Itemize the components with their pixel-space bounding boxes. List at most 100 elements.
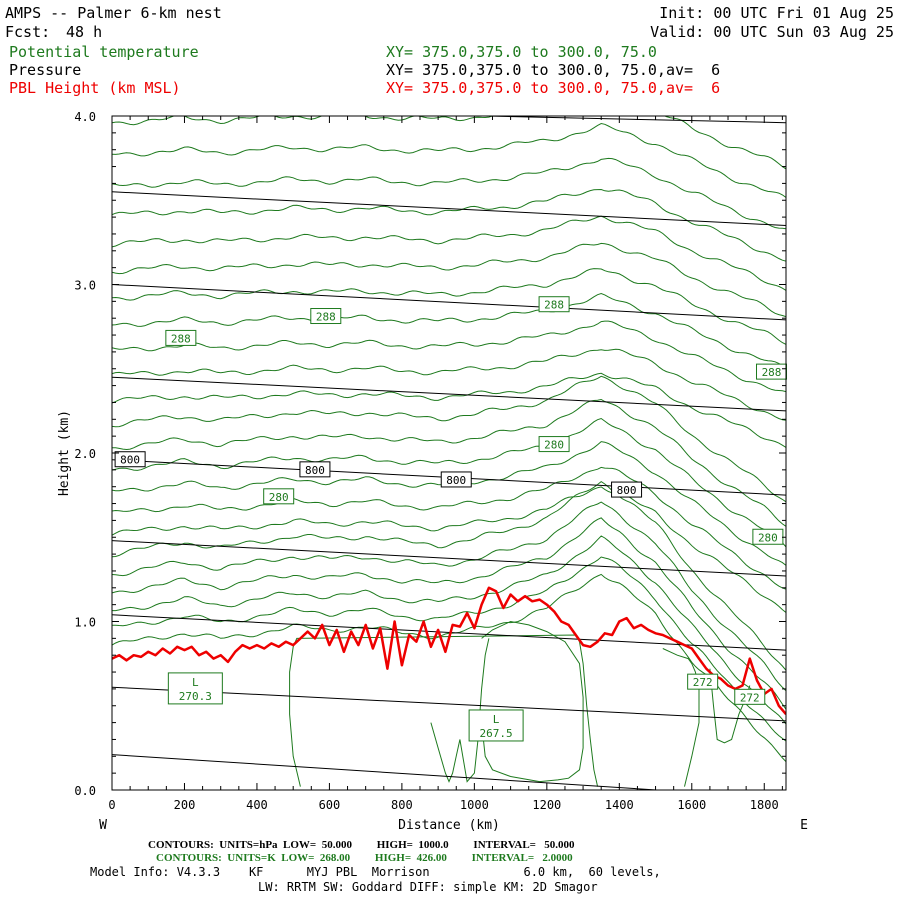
init-time: Init: 00 UTC Fri 01 Aug 25 bbox=[659, 4, 894, 22]
low-center-letter: L bbox=[493, 713, 500, 726]
theta-contour-line bbox=[112, 215, 786, 291]
theta-contour-line bbox=[112, 486, 786, 613]
theta-cold-pool-contour bbox=[289, 634, 599, 787]
theta-label: 272 bbox=[693, 676, 713, 689]
y-tick-label: 4.0 bbox=[74, 110, 96, 124]
theta-label: 272 bbox=[740, 691, 760, 704]
x-axis-label: Distance (km) bbox=[398, 818, 500, 833]
contour-labels: 800 800 800 800 288 288 288 288 280 280 280 272 272 L… bbox=[114, 296, 788, 742]
theta-label: 288 bbox=[171, 332, 191, 345]
pressure-label-box bbox=[611, 481, 643, 498]
footer-theta-contours: CONTOURS: UNITS=K LOW= 268.00 HIGH= 426.… bbox=[156, 852, 573, 864]
theta-contour-line bbox=[112, 242, 786, 318]
pressure-contour-line bbox=[112, 376, 786, 412]
theta-label-box bbox=[310, 308, 342, 325]
y-tick-label: 0.0 bbox=[74, 784, 96, 798]
theta-contour-line bbox=[112, 466, 786, 590]
theta-label-box bbox=[263, 488, 295, 505]
legend-pressure-xy: XY= 375.0,375.0 to 300.0, 75.0,av= 6 bbox=[386, 61, 721, 79]
theta-label: 288 bbox=[762, 366, 782, 379]
y-tick-label: 2.0 bbox=[74, 447, 96, 461]
legend-pressure-name: Pressure bbox=[9, 61, 82, 79]
pbl-height-series bbox=[112, 586, 786, 716]
theta-label-box bbox=[165, 329, 197, 346]
low-center-value: 270.3 bbox=[179, 690, 212, 703]
theta-contour-line bbox=[112, 122, 786, 198]
theta-label: 280 bbox=[544, 439, 564, 452]
low-center-letter: L bbox=[192, 676, 199, 689]
legend-pbl-xy: XY= 375.0,375.0 to 300.0, 75.0,av= 6 bbox=[386, 79, 721, 97]
pressure-label-box bbox=[299, 461, 331, 478]
y-axis-label: Height (km) bbox=[57, 410, 72, 496]
x-tick-label: 1600 bbox=[677, 798, 706, 812]
x-tick-label: 200 bbox=[174, 798, 196, 812]
footer-pressure-contours: CONTOURS: UNITS=hPa LOW= 50.000 HIGH= 10… bbox=[148, 839, 575, 851]
low-center-box bbox=[167, 672, 223, 705]
theta-contour-line bbox=[112, 480, 786, 671]
low-center-value: 267.5 bbox=[480, 727, 513, 740]
pressure-contours bbox=[112, 116, 786, 790]
x-left-direction: W bbox=[99, 818, 107, 833]
theta-contour-line bbox=[112, 517, 786, 710]
pressure-contour-line bbox=[112, 540, 786, 577]
pbl-height-line bbox=[112, 586, 786, 716]
theta-label: 288 bbox=[544, 299, 564, 312]
theta-contour-line bbox=[112, 372, 786, 448]
theta-cold-pool-contour bbox=[430, 638, 490, 783]
theta-contour-line bbox=[112, 375, 786, 503]
theta-label-box bbox=[538, 436, 570, 453]
theta-cold-pool-contour bbox=[481, 620, 584, 783]
theta-contour-line bbox=[112, 188, 786, 262]
x-tick-label: 0 bbox=[108, 798, 115, 812]
valid-time: Valid: 00 UTC Sun 03 Aug 25 bbox=[650, 23, 894, 41]
footer-model-info: Model Info: V4.3.3 KF MYJ PBL Morrison 6… bbox=[90, 865, 661, 879]
pressure-label: 800 bbox=[617, 484, 637, 497]
pressure-label: 800 bbox=[446, 474, 466, 487]
theta-label: 280 bbox=[758, 531, 778, 544]
x-tick-label: 1400 bbox=[605, 798, 634, 812]
header-title: AMPS -- Palmer 6-km nest bbox=[5, 4, 222, 22]
legend-theta-name: Potential temperature bbox=[9, 43, 199, 61]
low-center-box bbox=[468, 709, 524, 742]
pressure-contour-line bbox=[112, 284, 786, 321]
pressure-label: 800 bbox=[120, 454, 140, 467]
theta-contour-line bbox=[112, 535, 786, 725]
theta-label-box bbox=[734, 688, 766, 705]
theta-cold-pool-contour bbox=[662, 648, 700, 787]
forecast-label: Fcst: bbox=[5, 23, 51, 41]
theta-label: 280 bbox=[269, 491, 289, 504]
pressure-contour-line bbox=[112, 614, 786, 651]
x-right-direction: E bbox=[800, 818, 808, 833]
theta-contours bbox=[112, 116, 786, 787]
axes: 0 200 400 600 800 1000 1200 1400 1600 1800 0.0 1.0 2… bbox=[57, 110, 808, 833]
x-tick-label: 800 bbox=[391, 798, 413, 812]
y-tick-label: 1.0 bbox=[74, 616, 96, 630]
theta-contour-line bbox=[112, 292, 786, 370]
y-tick-label: 3.0 bbox=[74, 279, 96, 293]
theta-contour-line bbox=[112, 501, 786, 692]
theta-contour-line bbox=[112, 116, 786, 170]
x-tick-label: 1200 bbox=[532, 798, 561, 812]
legend-theta-xy: XY= 375.0,375.0 to 300.0, 75.0 bbox=[386, 43, 657, 61]
pressure-contour-line bbox=[112, 686, 786, 722]
x-tick-label: 600 bbox=[319, 798, 341, 812]
theta-contour-line bbox=[112, 573, 786, 763]
theta-contour-line bbox=[112, 417, 786, 548]
theta-contour-line bbox=[112, 556, 786, 742]
forecast-value: 48 h bbox=[66, 23, 103, 41]
theta-label: 288 bbox=[316, 311, 336, 324]
theta-contour-line bbox=[112, 398, 786, 527]
pressure-label-box bbox=[114, 451, 146, 468]
legend-pbl-name: PBL Height (km MSL) bbox=[9, 79, 181, 97]
pressure-label: 800 bbox=[305, 464, 325, 477]
footer-model-info-2: LW: RRTM SW: Goddard DIFF: simple KM: 2D… bbox=[258, 880, 598, 894]
pressure-contour-line bbox=[112, 191, 786, 226]
x-tick-label: 400 bbox=[246, 798, 268, 812]
pressure-label-box bbox=[440, 471, 472, 488]
pressure-contour-line bbox=[112, 754, 665, 790]
theta-contour-line bbox=[112, 348, 786, 421]
theta-contour-line bbox=[112, 268, 786, 345]
theta-contour-line bbox=[112, 320, 786, 393]
x-tick-label: 1000 bbox=[460, 798, 489, 812]
